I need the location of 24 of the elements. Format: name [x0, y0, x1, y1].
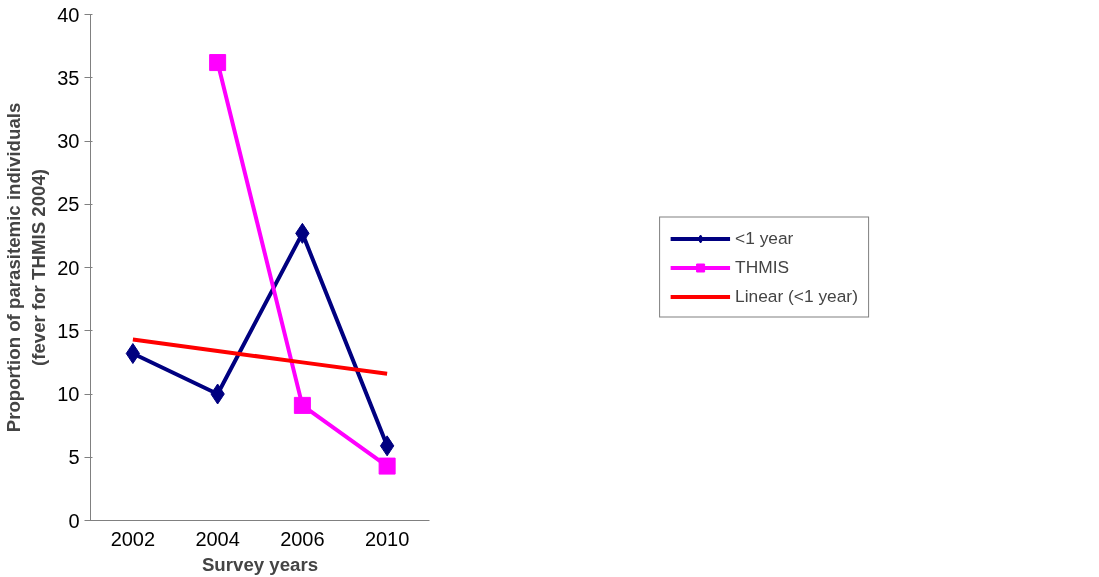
y-tick-label: 35 [57, 66, 80, 89]
y-tick-label: 20 [57, 256, 80, 279]
point [379, 435, 395, 457]
y-tick-label: 30 [57, 130, 80, 152]
legend-label: THMIS [735, 256, 789, 278]
point [125, 343, 141, 365]
line-series [130, 337, 390, 376]
x-axis-title: Survey years [201, 553, 319, 575]
point [378, 457, 396, 475]
y-axis-title: Proportion of parasitemic individuals (fever for THMIS 2004) [3, 102, 50, 433]
point [293, 396, 311, 414]
x-tick-label: 2010 [364, 527, 410, 550]
legend-label: <1 year [735, 227, 794, 249]
x-tick-label: 2006 [280, 527, 325, 550]
y-tick-label: 10 [57, 383, 80, 405]
y-tick-label: 0 [68, 509, 80, 532]
x-tick-label: 2004 [195, 527, 240, 550]
x-tick-label: 2002 [110, 527, 156, 550]
y-tick-label: 25 [57, 193, 80, 216]
y-tick-label: 5 [68, 446, 80, 469]
y-tick-label: 40 [57, 3, 80, 26]
y-tick-label: 15 [57, 319, 80, 342]
legend-label: Linear (<1 year) [735, 285, 858, 307]
point [209, 54, 227, 72]
